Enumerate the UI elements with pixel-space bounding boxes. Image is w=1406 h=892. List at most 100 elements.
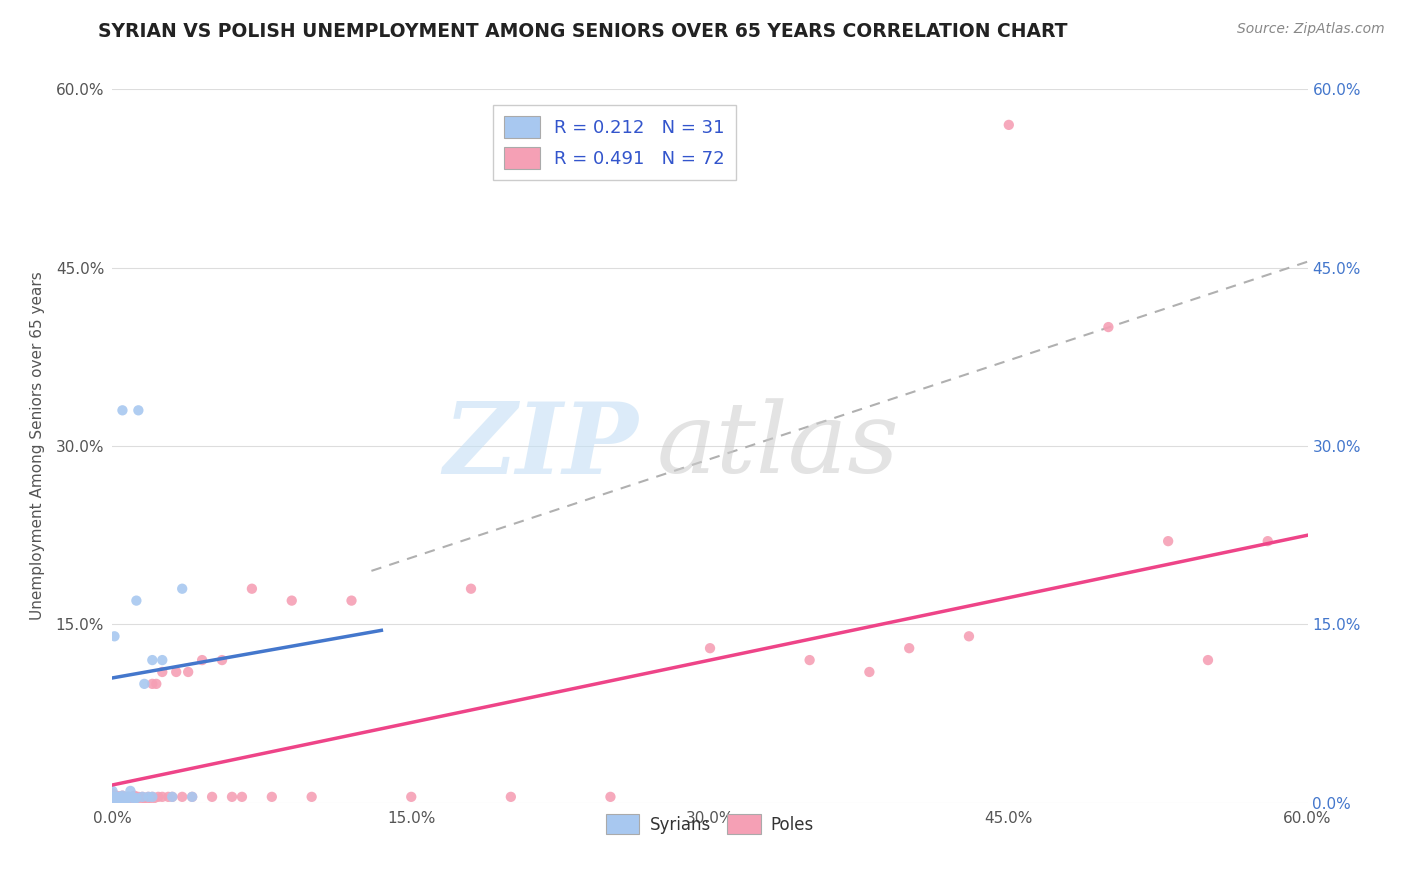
Point bbox=[121, 793, 143, 807]
Point bbox=[141, 653, 163, 667]
Point bbox=[340, 593, 363, 607]
Point bbox=[103, 793, 125, 807]
Point bbox=[401, 789, 423, 804]
Point bbox=[599, 789, 621, 804]
Point bbox=[191, 653, 214, 667]
Point bbox=[101, 784, 124, 798]
Point bbox=[124, 792, 146, 806]
Point bbox=[141, 677, 163, 691]
Point bbox=[101, 789, 124, 804]
Point bbox=[125, 593, 148, 607]
Point bbox=[107, 793, 129, 807]
Point bbox=[260, 789, 283, 804]
Point bbox=[231, 789, 253, 804]
Point bbox=[127, 403, 149, 417]
Point bbox=[114, 792, 135, 806]
Point bbox=[162, 789, 183, 804]
Point bbox=[115, 791, 138, 805]
Point bbox=[301, 789, 323, 804]
Point bbox=[157, 789, 180, 804]
Point bbox=[101, 793, 124, 807]
Point bbox=[172, 582, 194, 596]
Point bbox=[103, 629, 125, 643]
Point bbox=[117, 789, 139, 804]
Point bbox=[139, 791, 162, 805]
Point bbox=[699, 641, 721, 656]
Point bbox=[162, 789, 183, 804]
Point bbox=[125, 791, 148, 805]
Point bbox=[1097, 320, 1119, 334]
Point bbox=[105, 789, 128, 803]
Point bbox=[110, 792, 132, 806]
Point bbox=[131, 789, 153, 804]
Point bbox=[111, 403, 134, 417]
Point bbox=[134, 677, 156, 691]
Point bbox=[211, 653, 233, 667]
Point bbox=[143, 791, 166, 805]
Point bbox=[117, 789, 139, 804]
Point bbox=[111, 789, 134, 803]
Point bbox=[150, 789, 173, 804]
Point bbox=[120, 791, 142, 805]
Point bbox=[107, 791, 129, 805]
Point bbox=[103, 789, 125, 804]
Point bbox=[499, 789, 522, 804]
Point bbox=[121, 789, 143, 804]
Text: SYRIAN VS POLISH UNEMPLOYMENT AMONG SENIORS OVER 65 YEARS CORRELATION CHART: SYRIAN VS POLISH UNEMPLOYMENT AMONG SENI… bbox=[98, 22, 1069, 41]
Point bbox=[124, 789, 146, 803]
Point bbox=[107, 791, 129, 805]
Point bbox=[111, 789, 134, 803]
Y-axis label: Unemployment Among Seniors over 65 years: Unemployment Among Seniors over 65 years bbox=[30, 272, 45, 620]
Point bbox=[858, 665, 880, 679]
Point bbox=[111, 793, 134, 807]
Point bbox=[1257, 534, 1279, 549]
Point bbox=[114, 793, 135, 807]
Point bbox=[120, 793, 142, 807]
Point bbox=[460, 582, 482, 596]
Point bbox=[141, 789, 163, 804]
Point bbox=[181, 789, 204, 804]
Point bbox=[145, 677, 167, 691]
Text: ZIP: ZIP bbox=[443, 398, 638, 494]
Point bbox=[121, 789, 143, 804]
Point bbox=[1197, 653, 1219, 667]
Point bbox=[165, 665, 187, 679]
Point bbox=[125, 791, 148, 805]
Point bbox=[138, 789, 160, 804]
Point bbox=[107, 789, 129, 804]
Point bbox=[101, 791, 124, 805]
Point bbox=[177, 665, 200, 679]
Legend: Syrians, Poles: Syrians, Poles bbox=[599, 807, 821, 841]
Point bbox=[150, 653, 173, 667]
Point bbox=[105, 792, 128, 806]
Point bbox=[111, 796, 134, 810]
Point bbox=[120, 784, 142, 798]
Point bbox=[799, 653, 821, 667]
Point bbox=[240, 582, 263, 596]
Point bbox=[148, 789, 170, 804]
Point bbox=[105, 789, 128, 804]
Point bbox=[101, 789, 124, 803]
Point bbox=[115, 793, 138, 807]
Point bbox=[181, 789, 204, 804]
Point bbox=[201, 789, 224, 804]
Point bbox=[898, 641, 921, 656]
Point bbox=[135, 792, 157, 806]
Point bbox=[172, 789, 194, 804]
Point bbox=[117, 792, 139, 806]
Point bbox=[1157, 534, 1180, 549]
Point bbox=[101, 786, 124, 800]
Point bbox=[141, 789, 163, 804]
Point bbox=[134, 791, 156, 805]
Point bbox=[998, 118, 1021, 132]
Point bbox=[281, 593, 304, 607]
Point bbox=[131, 789, 153, 804]
Point bbox=[957, 629, 980, 643]
Point bbox=[103, 793, 125, 807]
Point bbox=[127, 789, 149, 804]
Point bbox=[114, 789, 135, 804]
Point bbox=[129, 792, 152, 806]
Text: atlas: atlas bbox=[657, 399, 898, 493]
Point bbox=[150, 665, 173, 679]
Point bbox=[105, 792, 128, 806]
